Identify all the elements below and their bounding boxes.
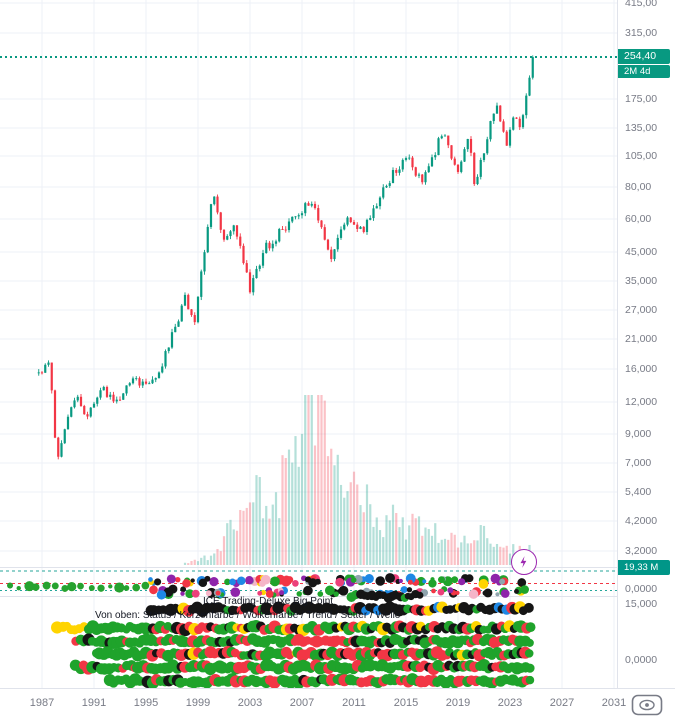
- time-axis-label: 2019: [445, 697, 471, 709]
- eye-icon[interactable]: [631, 694, 663, 716]
- price-axis-label: 15,000: [625, 598, 658, 610]
- price-axis-label: 105,00: [625, 150, 658, 162]
- time-axis-label: 1987: [29, 697, 55, 709]
- time-axis-label: 2023: [497, 697, 523, 709]
- price-axis-label: 80,00: [625, 181, 652, 193]
- indicator-legend: Von oben: Status / Kerzenfarbe / Wolkenf…: [95, 610, 401, 621]
- price-axis-label: 60,00: [625, 213, 652, 225]
- time-axis-label: 1995: [133, 697, 159, 709]
- lightning-bolt-icon: [520, 556, 527, 568]
- price-axis-label: 0,0000: [625, 583, 658, 595]
- time-axis-label: 1991: [81, 697, 107, 709]
- time-axis[interactable]: 1987 1991 1995 1999 2003 2007 2011 2015 2019 2023…: [0, 688, 675, 721]
- price-axis-label: 415,00: [625, 0, 658, 9]
- price-axis-label: 35,000: [625, 275, 658, 287]
- price-axis-label: 21,000: [625, 333, 658, 345]
- time-axis-label: 1999: [185, 697, 211, 709]
- bar-countdown-badge: 2M 4d: [618, 65, 670, 78]
- price-axis[interactable]: 254,40 2M 4d 19,33 M 415,00 315,00 175,00 1…: [617, 0, 675, 688]
- candlestick-chart[interactable]: [0, 0, 617, 688]
- time-axis-label: 2003: [237, 697, 263, 709]
- price-axis-label: 7,000: [625, 457, 652, 469]
- time-axis-label: 2015: [393, 697, 419, 709]
- time-axis-label: 2027: [549, 697, 575, 709]
- price-axis-label: 315,00: [625, 27, 658, 39]
- price-axis-label: 0,0000: [625, 654, 658, 666]
- price-axis-label: 135,00: [625, 122, 658, 134]
- price-axis-label: 27,000: [625, 304, 658, 316]
- price-axis-label: 3,2000: [625, 545, 658, 557]
- time-axis-label: 2007: [289, 697, 315, 709]
- price-axis-label: 45,000: [625, 246, 658, 258]
- volume-value-badge: 19,33 M: [618, 560, 670, 575]
- time-axis-label: 2031: [601, 697, 627, 709]
- lightning-button[interactable]: [511, 549, 537, 575]
- price-axis-label: 5,400: [625, 486, 652, 498]
- price-axis-label: 12,000: [625, 396, 658, 408]
- price-axis-label: 4,2000: [625, 515, 658, 527]
- chart-area[interactable]: ICE Trading-Deluxe Big Point Von oben: S…: [0, 0, 617, 688]
- price-axis-label: 16,000: [625, 363, 658, 375]
- time-axis-label: 2011: [342, 697, 366, 709]
- price-axis-label: 175,00: [625, 93, 658, 105]
- last-price-badge: 254,40: [618, 49, 670, 64]
- price-axis-label: 9,000: [625, 428, 652, 440]
- indicator-title: ICE Trading-Deluxe Big Point: [203, 596, 334, 607]
